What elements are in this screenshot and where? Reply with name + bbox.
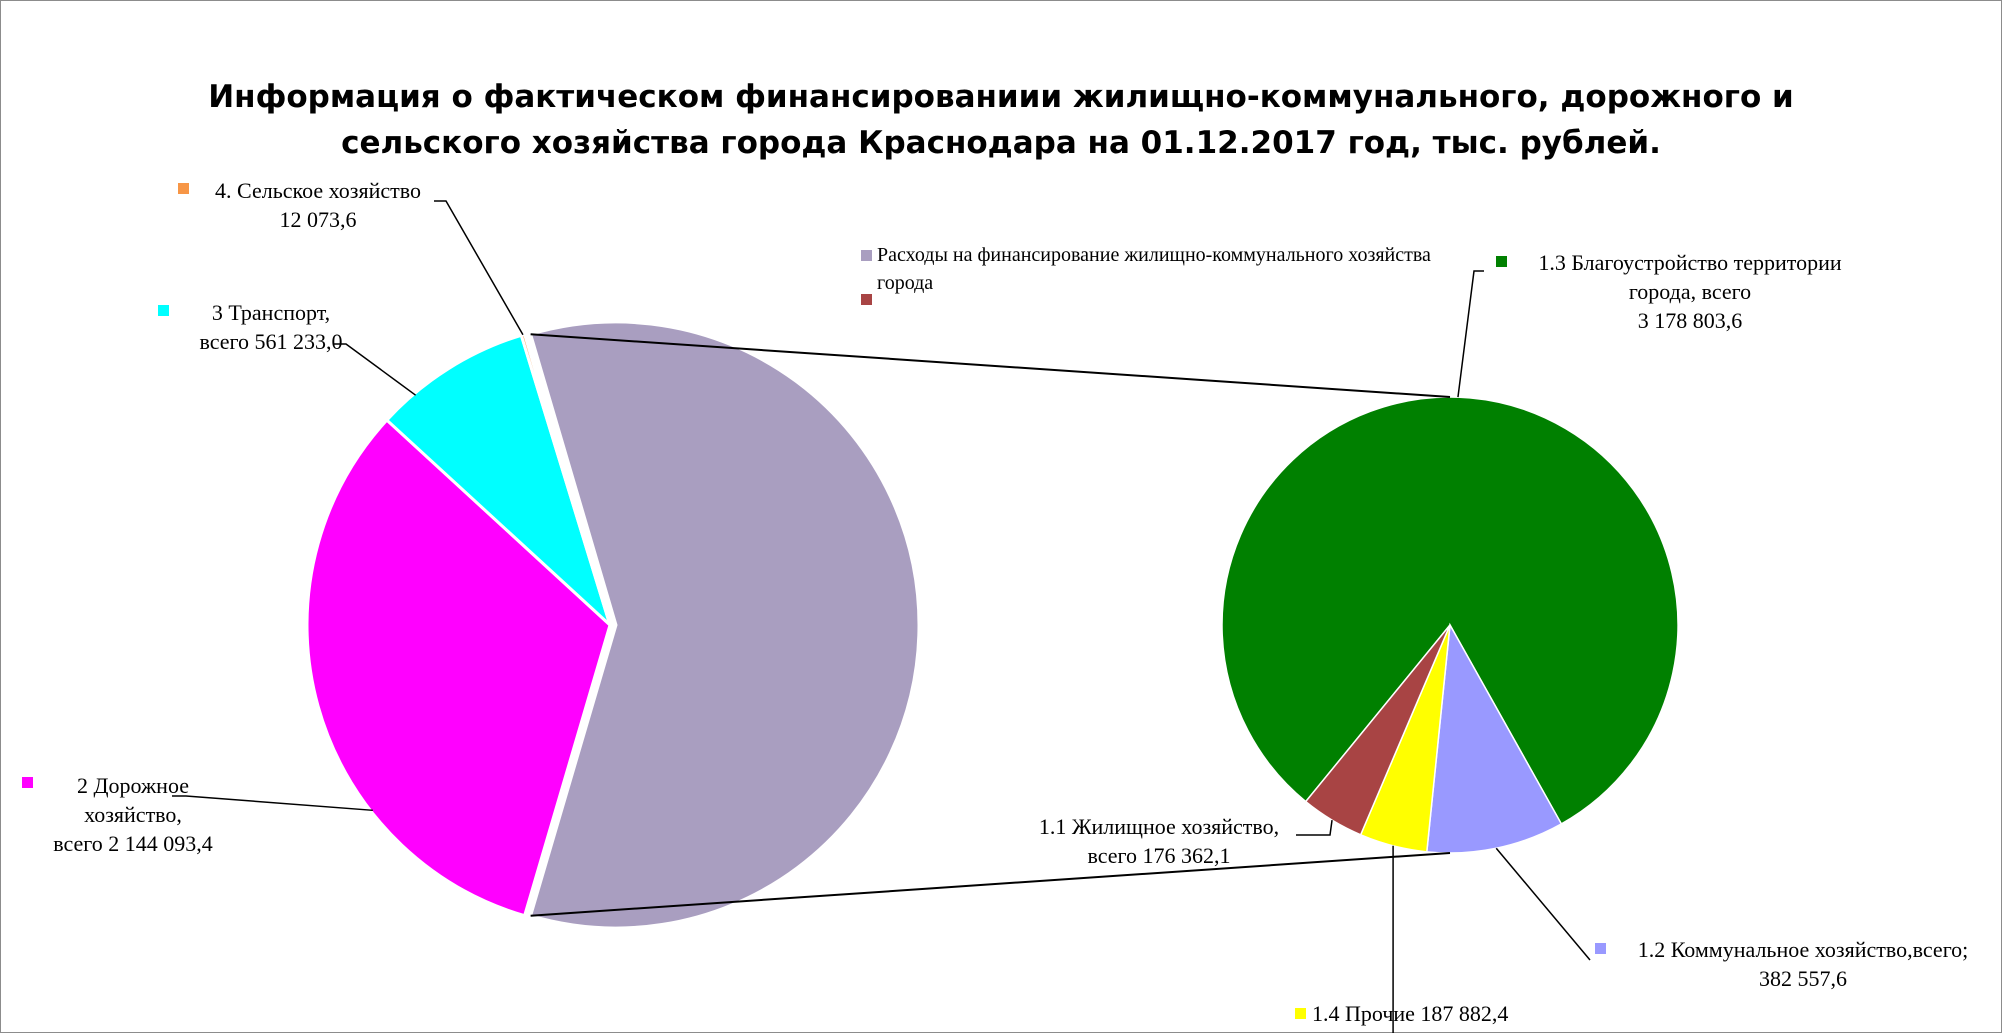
chart-title: Информация о фактическом финансированиии… — [0, 74, 2002, 166]
label-agriculture-line-2: 12 073,6 — [279, 207, 357, 232]
connector-line-top — [530, 333, 1451, 398]
chart-title-line-1: Информация о фактическом финансированиии… — [208, 79, 1794, 115]
label-other: 1.4 Прочие 187 882,4 — [1312, 999, 1552, 1028]
label-landscaping-line-1: 1.3 Благоустройство территории — [1538, 250, 1842, 275]
connector-line-bottom — [530, 852, 1451, 917]
pie-slice-landscaping — [1221, 396, 1679, 825]
label-communal-line-1: 1.2 Коммунальное хозяйство,всего; — [1637, 937, 1969, 962]
label-roads-line-3: всего 2 144 093,4 — [53, 831, 213, 856]
leader-line-housing — [1296, 820, 1333, 836]
pie-slice-communal — [1425, 622, 1563, 854]
label-housing: 1.1 Жилищное хозяйство, всего 176 362,1 — [1014, 812, 1304, 870]
label-communal-line-2: 382 557,6 — [1759, 966, 1847, 991]
label-key-communal — [1595, 943, 1606, 954]
label-key-other — [1295, 1008, 1306, 1019]
pie-slice-roads — [305, 417, 612, 918]
legend-entry-zhkh: Расходы на финансирование жилищно-коммун… — [877, 241, 1437, 297]
pie-slice-transport — [384, 333, 614, 630]
label-landscaping-line-2: города, всего — [1628, 279, 1752, 304]
legend-entry-zhkh-text: Расходы на финансирование жилищно-коммун… — [877, 244, 1431, 294]
label-agriculture-line-1: 4. Сельское хозяйство — [215, 178, 421, 203]
legend-key-zhkh — [861, 250, 872, 261]
label-key-transport — [158, 305, 169, 316]
label-housing-line-1: 1.1 Жилищное хозяйство, — [1038, 814, 1280, 839]
label-key-agriculture — [178, 183, 189, 194]
chart-title-line-2: сельского хозяйства города Краснодара на… — [341, 125, 1661, 161]
label-communal: 1.2 Коммунальное хозяйство,всего; 382 55… — [1608, 935, 1998, 993]
leader-line-communal — [1495, 847, 1591, 961]
label-landscaping-line-3: 3 178 803,6 — [1637, 308, 1743, 333]
legend-key-other — [861, 294, 872, 305]
leader-line-transport — [333, 343, 417, 396]
label-roads-line-1: 2 Дорожное — [77, 773, 189, 798]
label-transport: 3 Транспорт, всего 561 233,0 — [166, 298, 376, 356]
label-roads-line-2: хозяйство, — [84, 802, 182, 827]
pie-slice-zhkh — [528, 320, 921, 930]
leader-line-agriculture — [434, 200, 524, 336]
label-other-line-1: 1.4 Прочие 187 882,4 — [1312, 1001, 1509, 1026]
label-key-landscaping — [1496, 256, 1507, 267]
label-agriculture: 4. Сельское хозяйство 12 073,6 — [183, 176, 453, 234]
leader-line-landscaping — [1457, 270, 1484, 398]
label-transport-line-1: 3 Транспорт, — [211, 300, 331, 325]
leader-line-roads — [172, 795, 373, 812]
label-landscaping: 1.3 Благоустройство территории города, в… — [1500, 248, 1880, 335]
label-housing-line-2: всего 176 362,1 — [1087, 843, 1231, 868]
label-roads: 2 Дорожное хозяйство, всего 2 144 093,4 — [22, 771, 244, 858]
label-key-roads — [22, 777, 33, 788]
label-transport-line-2: всего 561 233,0 — [199, 329, 343, 354]
